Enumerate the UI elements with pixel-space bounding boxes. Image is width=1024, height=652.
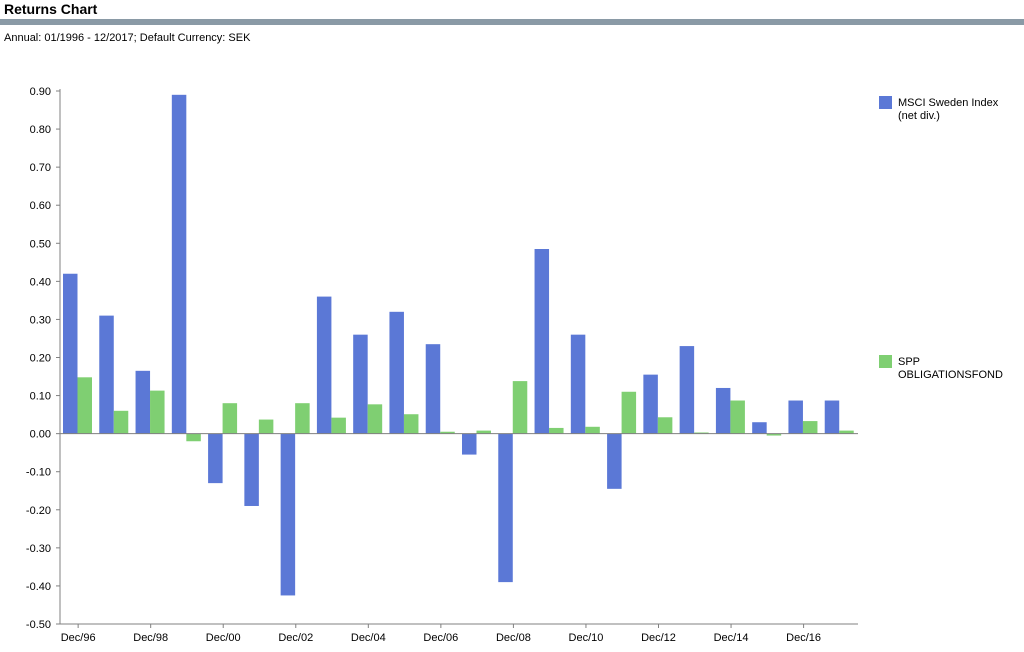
y-tick-label: 0.50 (30, 238, 51, 250)
x-tick-label: Dec/16 (786, 632, 821, 644)
bar-spp-obligationsfond-2003 (331, 417, 346, 434)
legend-label: SPP (898, 356, 920, 368)
bar-spp-obligationsfond-2005 (403, 414, 419, 434)
x-tick-label: Dec/10 (569, 632, 604, 644)
bar-spp-obligationsfond-1999 (186, 433, 201, 442)
header-divider (0, 19, 1024, 25)
chart-header: Returns Chart (0, 0, 1024, 28)
bar-spp-obligationsfond-2007 (476, 430, 491, 434)
bar-spp-obligationsfond-2002 (295, 403, 310, 434)
bar-spp-obligationsfond-2008 (512, 381, 528, 434)
bar-spp-obligationsfond-2014 (730, 400, 745, 434)
bar-spp-obligationsfond-1998 (150, 390, 165, 434)
bar-msci-sweden-1999 (171, 94, 187, 434)
y-tick-label: 0.80 (30, 124, 51, 136)
bar-msci-sweden-2001 (244, 433, 259, 506)
y-tick-label: 0.20 (30, 353, 51, 365)
bar-msci-sweden-1998 (135, 370, 151, 434)
y-tick-label: 0.40 (30, 276, 51, 288)
page-title: Returns Chart (4, 1, 98, 17)
legend-label: OBLIGATIONSFOND (898, 369, 1003, 381)
legend-label: MSCI Sweden Index (898, 97, 999, 109)
bar-spp-obligationsfond-2009 (549, 427, 564, 434)
bar-msci-sweden-2011 (607, 433, 622, 489)
y-tick-label: -0.10 (26, 467, 51, 479)
bar-msci-sweden-2014 (715, 387, 731, 434)
x-tick-label: Dec/98 (133, 632, 168, 644)
bar-msci-sweden-2017 (824, 400, 840, 434)
bar-msci-sweden-1997 (99, 315, 114, 434)
y-tick-label: 0.30 (30, 314, 51, 326)
bar-spp-obligationsfond-2017 (839, 430, 854, 434)
y-tick-label: 0.00 (30, 429, 51, 441)
bar-msci-sweden-2000 (208, 433, 223, 484)
y-tick-label: -0.40 (26, 581, 51, 593)
bar-spp-obligationsfond-2010 (585, 426, 600, 434)
y-tick-label: -0.50 (26, 619, 51, 631)
y-tick-label: -0.20 (26, 505, 51, 517)
bar-msci-sweden-2007 (462, 433, 477, 455)
x-tick-label: Dec/06 (423, 632, 458, 644)
legend-swatch-msci-sweden (879, 96, 892, 109)
x-tick-label: Dec/96 (61, 632, 96, 644)
y-tick-label: -0.30 (26, 543, 51, 555)
chart-subtitle: Annual: 01/1996 - 12/2017; Default Curre… (4, 32, 251, 44)
y-tick-label: 0.90 (30, 86, 51, 98)
bar-spp-obligationsfond-2016 (802, 421, 818, 434)
bar-msci-sweden-2013 (679, 346, 695, 434)
y-tick-label: 0.10 (30, 391, 51, 403)
bar-spp-obligationsfond-1996 (77, 377, 92, 434)
bar-msci-sweden-2008 (498, 433, 513, 583)
bar-spp-obligationsfond-2013 (694, 432, 709, 434)
x-tick-label: Dec/02 (278, 632, 313, 644)
legend-swatch-spp-obligationsfond (879, 355, 892, 368)
legend-label: (net div.) (898, 110, 940, 122)
y-tick-label: 0.70 (30, 162, 51, 174)
bar-msci-sweden-2003 (316, 296, 332, 434)
x-tick-label: Dec/14 (714, 632, 749, 644)
bar-msci-sweden-2005 (389, 311, 404, 434)
bar-spp-obligationsfond-1997 (113, 410, 129, 434)
bar-msci-sweden-2009 (534, 249, 550, 434)
x-tick-label: Dec/04 (351, 632, 386, 644)
bar-msci-sweden-2010 (570, 334, 586, 434)
bar-spp-obligationsfond-2015 (766, 433, 782, 436)
bar-spp-obligationsfond-2001 (258, 419, 274, 434)
bar-msci-sweden-2002 (280, 433, 296, 596)
bar-spp-obligationsfond-2011 (621, 391, 637, 434)
x-tick-label: Dec/00 (206, 632, 241, 644)
x-tick-label: Dec/12 (641, 632, 676, 644)
y-tick-label: 0.60 (30, 200, 51, 212)
bar-msci-sweden-2004 (353, 334, 368, 434)
bar-msci-sweden-2012 (643, 374, 658, 434)
bar-msci-sweden-2015 (752, 422, 767, 434)
bar-spp-obligationsfond-2006 (440, 431, 455, 434)
bar-spp-obligationsfond-2012 (657, 417, 673, 434)
bar-spp-obligationsfond-2004 (367, 404, 383, 434)
x-tick-label: Dec/08 (496, 632, 531, 644)
bar-msci-sweden-1996 (63, 273, 78, 434)
bar-spp-obligationsfond-2000 (222, 403, 238, 434)
bar-msci-sweden-2016 (788, 400, 803, 434)
bar-msci-sweden-2006 (425, 344, 441, 434)
